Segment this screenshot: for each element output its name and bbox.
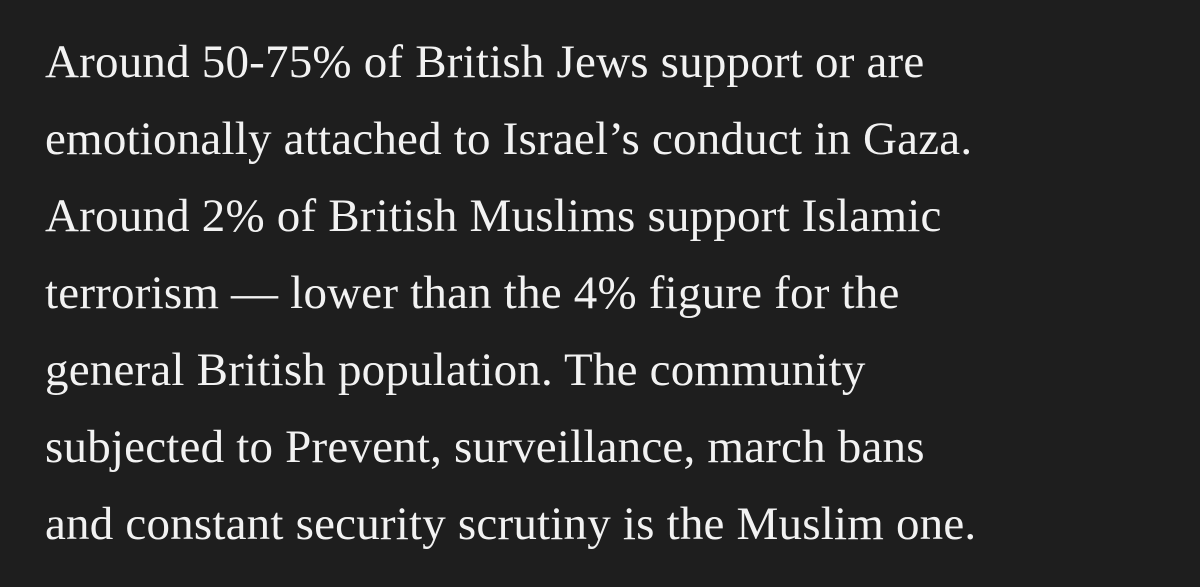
text-line: and constant security scrutiny is the Mu… xyxy=(45,498,977,550)
text-line: Around 2% of British Muslims support Isl… xyxy=(45,190,942,242)
text-line: general British population. The communit… xyxy=(45,344,866,396)
text-line: subjected to Prevent, surveillance, marc… xyxy=(45,421,925,473)
text-line: terrorism — lower than the 4% figure for… xyxy=(45,267,900,319)
text-line: Around 50-75% of British Jews support or… xyxy=(45,36,925,88)
paragraph: Around 50-75% of British Jews support or… xyxy=(45,24,1200,563)
text-line: emotionally attached to Israel’s conduct… xyxy=(45,113,973,165)
